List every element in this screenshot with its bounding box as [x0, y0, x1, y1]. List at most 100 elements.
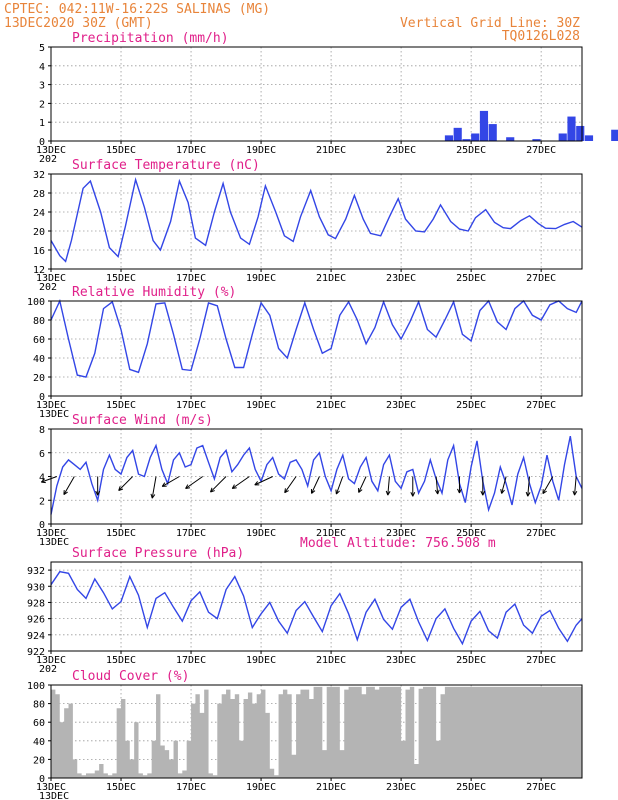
panel-wind: Surface Wind (m/s) 0 2 4 6 8 13DEC 15DEC 17DEC 19…: [36, 413, 583, 548]
precip-bar: [611, 129, 618, 141]
wind-arrow-shaft: [151, 476, 157, 499]
wind-arrow-head: [232, 487, 237, 489]
rh-series-line: [50, 298, 583, 378]
wind-arrow: [480, 476, 486, 496]
temp-ytick-label: 16: [33, 246, 45, 257]
wind-arrow: [310, 476, 320, 494]
pressure-xtick-label: 13DEC: [36, 655, 66, 666]
wind-arrow-shaft: [527, 476, 530, 497]
precip-xtick-label: 15DEC: [106, 145, 136, 156]
wind-arrow-shaft: [311, 476, 320, 494]
wind-arrow-head: [500, 488, 503, 494]
wind-xtick-label: 17DEC: [176, 528, 206, 539]
wind-arrow-shaft: [118, 476, 134, 491]
wind-arrow-shaft: [41, 476, 58, 483]
wind-arrow-shaft: [435, 476, 439, 495]
wind-arrow-head: [210, 490, 215, 493]
wind-arrow: [358, 476, 367, 493]
wind-arrow: [254, 476, 273, 486]
wind-arrow-head: [284, 488, 286, 493]
wind-arrow-shaft: [574, 476, 577, 496]
wind-xtick-label: 27DEC: [526, 528, 556, 539]
precip-bar: [444, 135, 454, 141]
wind-xtick-label: 13DEC: [36, 528, 66, 539]
wind-arrow: [284, 476, 297, 494]
pressure-xtick-label: 23DEC: [386, 655, 416, 666]
wind-arrow: [150, 476, 157, 499]
precip-bar: [488, 124, 497, 141]
temp-series-line: [50, 177, 583, 263]
wind-arrow-head: [525, 491, 529, 497]
precip-xtick-label: 21DEC: [316, 145, 346, 156]
wind-arrow-head: [358, 489, 363, 493]
wind-arrow-head: [480, 490, 484, 496]
wind-arrow-head: [118, 488, 124, 491]
precip-xtick-label: 25DEC: [456, 145, 486, 156]
temp-ytick-label: 32: [33, 170, 45, 181]
temp-title: Surface Temperature (nC): [72, 158, 260, 173]
wind-arrow-shaft: [254, 476, 273, 486]
temp-ytick-label: 28: [33, 189, 45, 200]
cloud-ytick-label: 20: [33, 755, 45, 766]
wind-arrow-shaft: [501, 476, 507, 494]
panel-rh: Relative Humidity (%) 0 20 40 60 80 100 13DEC 15…: [27, 285, 583, 420]
rh-xtick-label: 25DEC: [456, 400, 486, 411]
wind-arrow-shaft: [185, 476, 204, 489]
temp-xtick-label: 19DEC: [246, 273, 276, 284]
pressure-ytick-label: 924: [27, 631, 45, 642]
wind-arrow: [457, 476, 462, 494]
wind-frame: [50, 428, 583, 525]
temp-ytick-label: 20: [33, 227, 45, 238]
temp-frame: [50, 173, 583, 270]
precip-bar: [567, 116, 576, 141]
wind-arrow-head: [336, 490, 340, 495]
wind-arrow-head: [210, 487, 213, 493]
rh-xstart-label: 13DEC: [39, 409, 69, 420]
wind-arrow-head: [231, 484, 235, 489]
header-date-line: 13DEC2020 30Z (GMT): [4, 16, 153, 31]
header-grid-note: Vertical Grid Line: 30Z: [400, 16, 580, 31]
rh-xtick-label: 27DEC: [526, 400, 556, 411]
wind-arrow-head: [385, 490, 389, 496]
temp-xtick-label: 17DEC: [176, 273, 206, 284]
precip-ytick-label: 0: [39, 137, 45, 148]
rh-ytick-label: 40: [33, 354, 45, 365]
wind-xtick-label: 15DEC: [106, 528, 136, 539]
temp-xtick-label: 27DEC: [526, 273, 556, 284]
wind-xtick-label: 19DEC: [246, 528, 276, 539]
wind-arrow-head: [412, 492, 416, 497]
panel-precip: Precipitation (mm/h) 0 1 2 3 4 5 13DEC 15DEC 17DE…: [36, 31, 618, 165]
wind-series-line: [50, 435, 583, 515]
pressure-xtick-label: 19DEC: [246, 655, 276, 666]
rh-title: Relative Humidity (%): [72, 285, 236, 300]
precip-ytick-label: 2: [39, 99, 45, 110]
precip-ytick-label: 5: [39, 43, 45, 54]
wind-arrow-head: [501, 489, 505, 494]
pressure-xstart-label: 202: [39, 664, 57, 675]
pressure-ytick-label: 922: [27, 647, 45, 658]
wind-xtick-label: 23DEC: [386, 528, 416, 539]
panel-temp: Surface Temperature (nC) 12 16 20 24 28 32 13DE…: [33, 158, 583, 293]
pressure-title: Surface Pressure (hPa): [72, 546, 244, 561]
rh-xtick-label: 23DEC: [386, 400, 416, 411]
precip-bar: [576, 125, 585, 141]
wind-arrow-head: [437, 489, 440, 495]
header-model-code: TQ0126L028: [502, 29, 580, 44]
cloud-xstart-label: 13DEC: [39, 791, 69, 800]
cloud-title: Cloud Cover (%): [72, 669, 189, 684]
precip-bar: [532, 139, 541, 141]
temp-xtick-label: 13DEC: [36, 273, 66, 284]
cloud-xtick-label: 27DEC: [526, 782, 556, 793]
precip-bar: [479, 110, 489, 141]
temp-xtick-label: 21DEC: [316, 273, 346, 284]
precip-ytick-label: 1: [39, 118, 45, 129]
rh-ytick-label: 20: [33, 373, 45, 384]
rh-ytick-label: 0: [39, 392, 45, 403]
wind-arrow-head: [434, 489, 439, 495]
precip-xtick-label: 13DEC: [36, 145, 66, 156]
precip-frame: [50, 46, 583, 142]
cloud-area: [51, 686, 582, 778]
rh-ytick-label: 100: [27, 297, 45, 308]
wind-arrow-head: [40, 478, 45, 483]
wind-arrow-shaft: [284, 476, 297, 494]
